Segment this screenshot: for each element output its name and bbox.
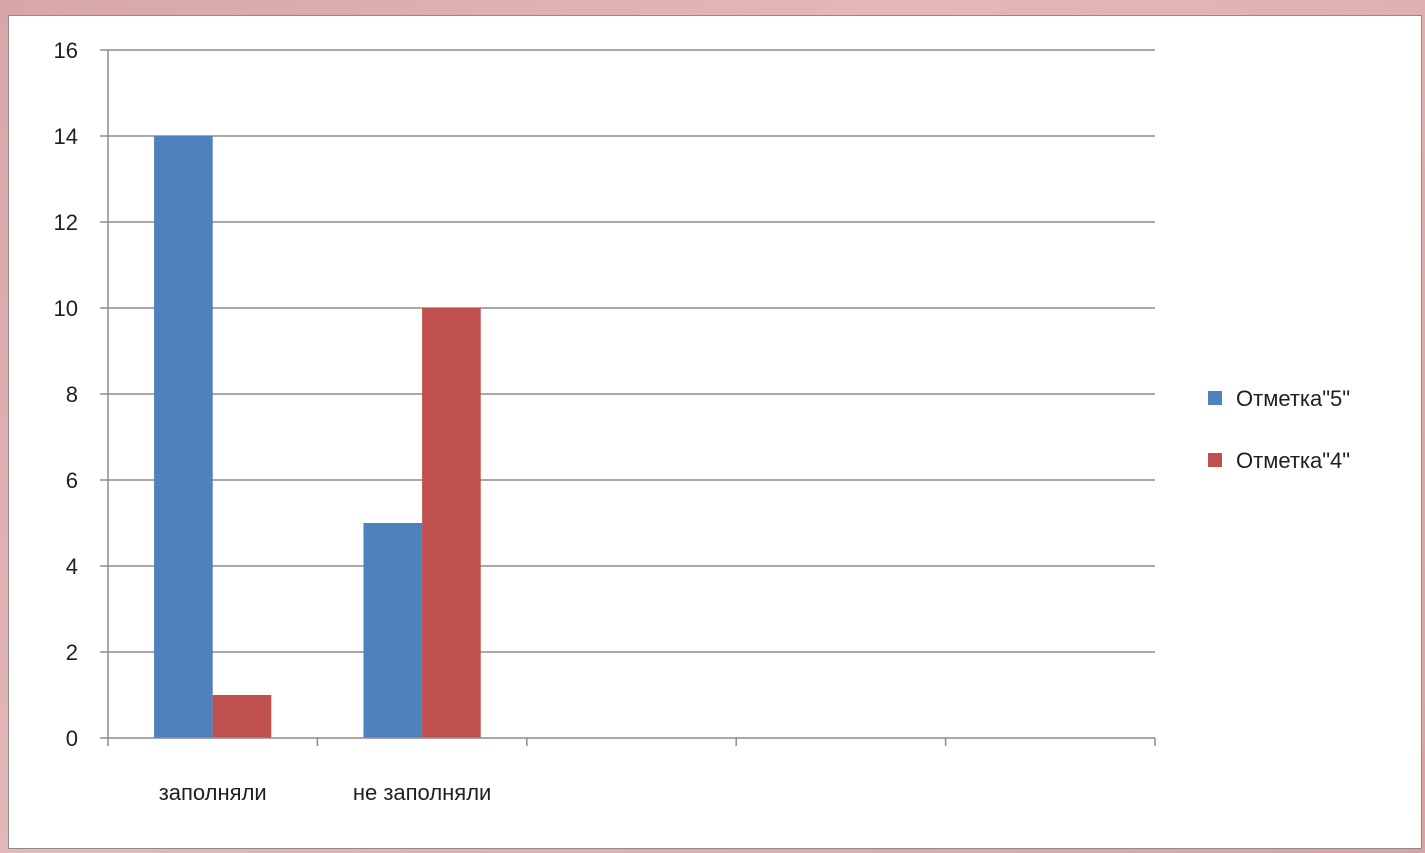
bar-series1 — [154, 136, 213, 738]
axes — [100, 49, 1156, 746]
legend-label: Отметка"5" — [1236, 386, 1350, 411]
x-tick-labels: заполняли не заполняли — [159, 780, 492, 805]
y-tick-label: 6 — [66, 468, 78, 493]
x-category-label: заполняли — [159, 780, 267, 805]
y-tick-label: 10 — [54, 296, 78, 321]
x-category-label: не заполняли — [353, 780, 492, 805]
legend-label: Отметка"4" — [1236, 448, 1350, 473]
bar-series2 — [422, 308, 481, 738]
legend-swatch — [1208, 453, 1222, 467]
y-tick-label: 14 — [54, 124, 78, 149]
y-tick-label: 4 — [66, 554, 78, 579]
y-tick-label: 0 — [66, 726, 78, 751]
legend-swatch — [1208, 391, 1222, 405]
y-tick-label: 8 — [66, 382, 78, 407]
bar-series1 — [363, 523, 423, 738]
legend: Отметка"5" Отметка"4" — [1208, 386, 1350, 473]
gridlines — [108, 49, 1155, 653]
y-tick-labels: 0 2 4 6 8 10 12 14 16 — [54, 38, 78, 751]
y-tick-label: 12 — [54, 210, 78, 235]
y-tick-label: 16 — [54, 38, 78, 63]
bar-series2 — [212, 695, 272, 738]
bars — [154, 136, 481, 738]
y-tick-label: 2 — [66, 640, 78, 665]
